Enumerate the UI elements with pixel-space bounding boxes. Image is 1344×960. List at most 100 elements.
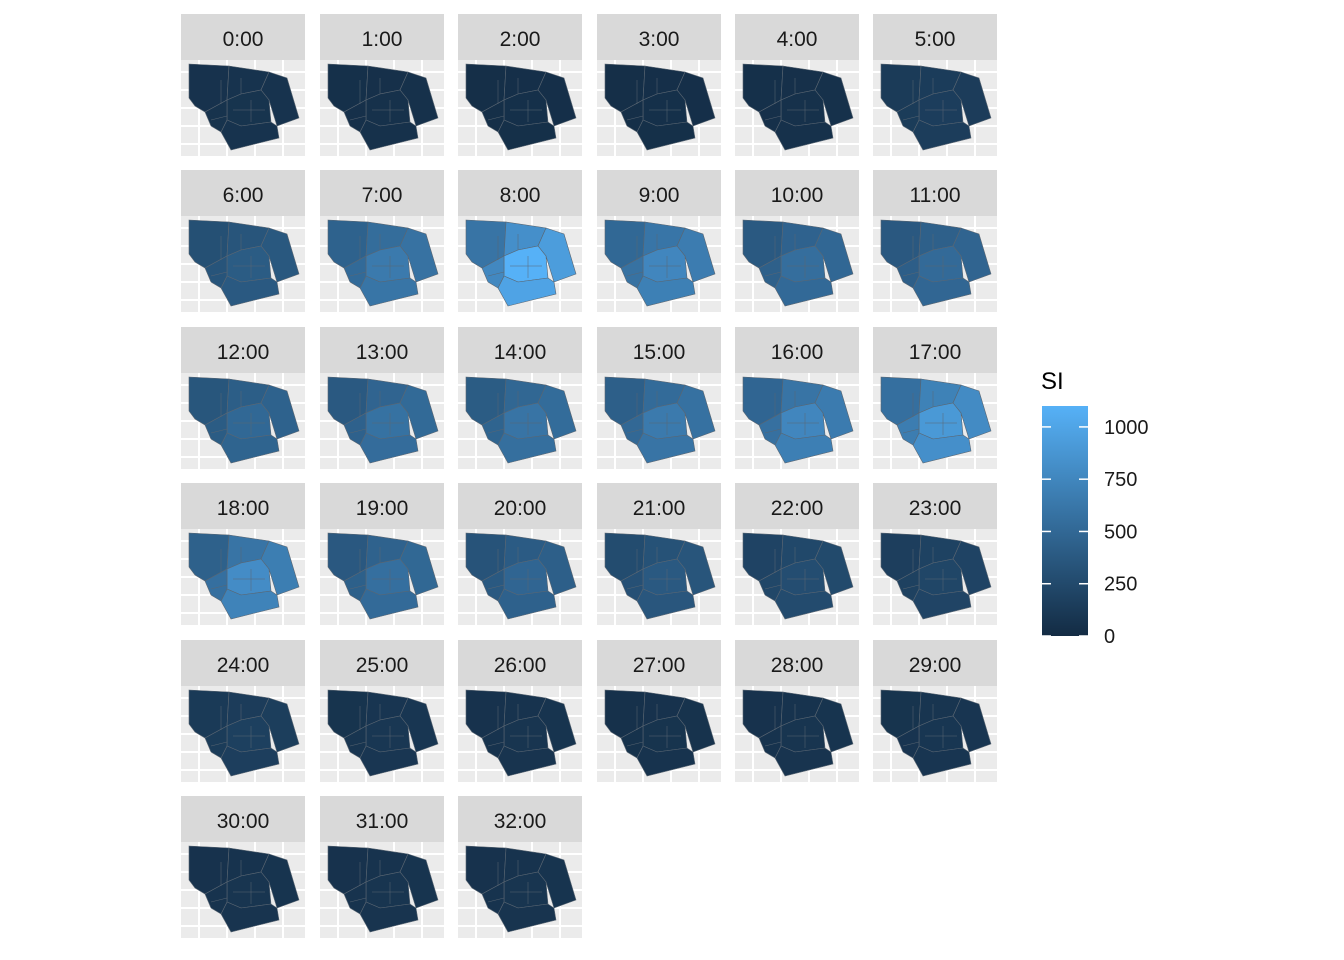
facet-label: 31:00	[356, 810, 409, 833]
facet-panel-15-00: 15:00	[597, 327, 721, 469]
facet-label: 22:00	[771, 497, 824, 520]
facet-strip	[320, 170, 444, 216]
map-region-south-block	[774, 432, 834, 464]
facet-label: 2:00	[500, 28, 541, 51]
facet-label: 32:00	[494, 810, 547, 833]
map-region-south-block	[359, 432, 419, 464]
facet-label: 9:00	[639, 184, 680, 207]
map-street-line	[349, 115, 367, 121]
legend-tick-label: 0	[1104, 626, 1115, 648]
map-region-southwest-block	[481, 881, 505, 915]
map-region-south-block	[774, 588, 834, 620]
facet-strip	[873, 170, 997, 216]
facet-strip	[181, 327, 305, 373]
facet-strip	[181, 796, 305, 842]
facet-label: 11:00	[910, 184, 961, 207]
facet-label: 5:00	[915, 28, 956, 51]
map-region-south-block	[359, 275, 419, 307]
facet-panels: 0:00 1:00 2:00 3:00 4:00 5:00 6:00 7:00 8:00 9:00…	[181, 14, 997, 938]
legend-tick-label: 1000	[1104, 417, 1149, 439]
map-street-line	[902, 741, 920, 747]
facet-strip	[458, 640, 582, 686]
facet-panel-30-00: 30:00	[181, 796, 305, 938]
map-street-line	[902, 115, 920, 121]
facet-panel-27-00: 27:00	[597, 640, 721, 782]
map-regions	[742, 219, 854, 307]
map-region-south-block	[220, 901, 280, 933]
map-region-south-block	[636, 588, 696, 620]
facet-strip	[181, 14, 305, 60]
map-street-line	[487, 271, 505, 277]
facet-strip	[735, 640, 859, 686]
facet-panel-31-00: 31:00	[320, 796, 444, 938]
facet-label: 16:00	[771, 341, 824, 364]
facet-panel-25-00: 25:00	[320, 640, 444, 782]
facet-panel-24-00: 24:00	[181, 640, 305, 782]
map-region-southwest-block	[896, 725, 920, 759]
facet-panel-5-00: 5:00	[873, 14, 997, 156]
facet-panel-22-00: 22:00	[735, 483, 859, 625]
map-regions	[465, 689, 577, 777]
map-region-southwest-block	[620, 412, 644, 446]
facet-strip	[597, 14, 721, 60]
facet-panel-8-00: 8:00	[458, 170, 582, 312]
map-regions	[465, 845, 577, 933]
map-regions	[880, 532, 992, 620]
map-street-line	[349, 897, 367, 903]
map-regions	[327, 219, 439, 307]
map-region-southwest-block	[620, 255, 644, 289]
map-region-southwest-block	[620, 568, 644, 602]
facet-panel-9-00: 9:00	[597, 170, 721, 312]
facet-panel-20-00: 20:00	[458, 483, 582, 625]
map-regions	[880, 63, 992, 151]
map-region-southwest-block	[204, 412, 228, 446]
map-region-south-block	[774, 275, 834, 307]
facet-strip	[458, 796, 582, 842]
facet-strip	[320, 327, 444, 373]
facet-panel-16-00: 16:00	[735, 327, 859, 469]
map-region-south-block	[912, 745, 972, 777]
map-region-southwest-block	[758, 725, 782, 759]
facet-panel-28-00: 28:00	[735, 640, 859, 782]
facet-panel-11-00: 11:00	[873, 170, 997, 312]
map-regions	[742, 532, 854, 620]
map-street-line	[764, 271, 782, 277]
map-region-southwest-block	[758, 568, 782, 602]
legend-tick-label: 500	[1104, 521, 1137, 543]
facet-label: 20:00	[494, 497, 547, 520]
facet-strip	[735, 14, 859, 60]
map-regions	[604, 532, 716, 620]
map-region-south-block	[636, 745, 696, 777]
facet-label: 27:00	[633, 654, 686, 677]
map-regions	[742, 63, 854, 151]
map-region-south-block	[220, 119, 280, 151]
map-street-line	[487, 428, 505, 434]
facet-panel-10-00: 10:00	[735, 170, 859, 312]
facet-label: 4:00	[777, 28, 818, 51]
map-regions	[742, 689, 854, 777]
facet-panel-13-00: 13:00	[320, 327, 444, 469]
facet-label: 15:00	[633, 341, 686, 364]
map-street-line	[210, 428, 228, 434]
map-region-south-block	[220, 588, 280, 620]
facet-label: 1:00	[362, 28, 403, 51]
facet-label: 3:00	[639, 28, 680, 51]
map-region-southwest-block	[343, 568, 367, 602]
facet-strip	[458, 327, 582, 373]
map-region-south-block	[359, 588, 419, 620]
map-regions	[327, 63, 439, 151]
map-regions	[188, 376, 300, 464]
map-region-southwest-block	[204, 725, 228, 759]
facet-label: 10:00	[771, 184, 824, 207]
map-region-south-block	[497, 901, 557, 933]
facet-label: 18:00	[217, 497, 270, 520]
map-region-south-block	[636, 119, 696, 151]
map-street-line	[487, 741, 505, 747]
legend-tick-label: 250	[1104, 574, 1137, 596]
facet-label: 7:00	[362, 184, 403, 207]
map-street-line	[349, 741, 367, 747]
map-region-southwest-block	[758, 412, 782, 446]
map-region-south-block	[912, 588, 972, 620]
map-region-southwest-block	[343, 881, 367, 915]
map-regions	[604, 689, 716, 777]
